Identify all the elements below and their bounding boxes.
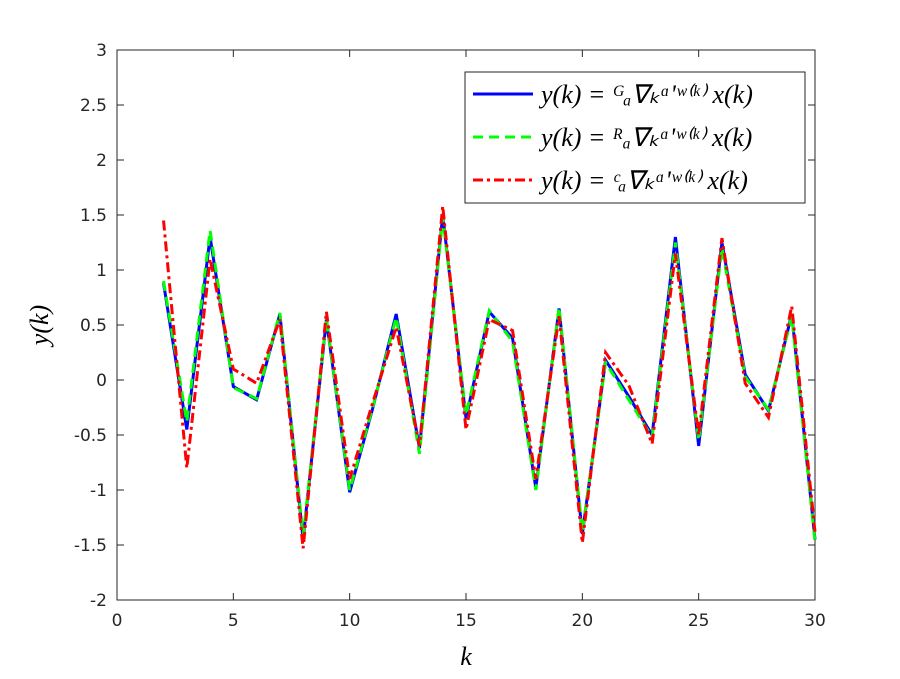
x-tick-label: 10: [339, 611, 361, 631]
plot-frame: [116, 49, 816, 601]
y-tick-label: 2.5: [80, 96, 107, 116]
legend-label: y(k) = ᶜₐ∇ₖᵅ'ʷ⁽ᵏ⁾ x(k): [538, 166, 748, 195]
legend-label: y(k) = ᴿₐ∇ₖᵅ'ʷ⁽ᵏ⁾ x(k): [538, 123, 752, 152]
y-tick-label: -1: [90, 481, 107, 501]
y-tick-label: 3: [96, 41, 107, 61]
y-tick-label: -0.5: [74, 426, 107, 446]
y-tick-label: -2: [90, 591, 107, 611]
y-axis-label: y(k): [25, 305, 54, 348]
x-tick-label: 15: [455, 611, 477, 631]
legend-label: y(k) = ᴳₐ∇ₖᵅ'ʷ⁽ᵏ⁾ x(k): [538, 80, 753, 109]
x-tick-label: 30: [804, 611, 826, 631]
y-tick-label: -1.5: [74, 536, 107, 556]
x-tick-label: 20: [572, 611, 594, 631]
x-tick-label: 25: [688, 611, 710, 631]
y-tick-label: 0: [96, 371, 107, 391]
y-tick-label: 2: [96, 151, 107, 171]
y-tick-label: 1.5: [80, 206, 107, 226]
x-axis-label: k: [460, 642, 472, 671]
y-tick-label: 1: [96, 261, 107, 281]
series-line: [162, 217, 817, 542]
x-tick-label: 5: [228, 611, 239, 631]
x-tick-label: 0: [112, 611, 123, 631]
y-tick-label: 0.5: [80, 316, 107, 336]
